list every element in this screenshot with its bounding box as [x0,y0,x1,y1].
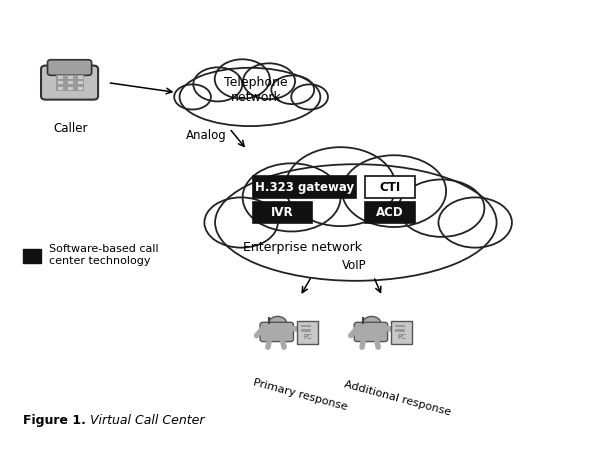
Ellipse shape [271,75,314,104]
Text: PC: PC [397,334,406,340]
FancyBboxPatch shape [365,176,415,198]
FancyBboxPatch shape [354,322,388,341]
Ellipse shape [174,84,211,109]
Ellipse shape [215,59,270,99]
FancyBboxPatch shape [58,76,63,79]
Text: Enterprise network: Enterprise network [244,241,362,254]
Text: Caller: Caller [53,122,88,135]
Ellipse shape [286,147,396,226]
FancyBboxPatch shape [297,321,318,345]
FancyBboxPatch shape [260,322,293,341]
Text: Analog: Analog [185,128,226,142]
FancyBboxPatch shape [391,321,412,345]
FancyBboxPatch shape [68,81,73,84]
Text: Software-based call
center technology: Software-based call center technology [49,244,159,266]
Text: CTI: CTI [379,181,400,193]
Text: IVR: IVR [271,206,293,219]
FancyBboxPatch shape [77,81,83,84]
FancyBboxPatch shape [395,330,405,332]
Text: Additional response: Additional response [343,380,451,418]
FancyBboxPatch shape [395,325,405,327]
FancyBboxPatch shape [301,330,311,332]
Text: Primary response: Primary response [252,377,348,412]
FancyBboxPatch shape [56,75,84,91]
FancyBboxPatch shape [365,202,415,223]
Ellipse shape [179,68,320,126]
FancyBboxPatch shape [48,60,91,75]
FancyBboxPatch shape [23,249,41,263]
Text: H.323 gateway: H.323 gateway [255,181,354,193]
FancyBboxPatch shape [68,87,73,90]
FancyBboxPatch shape [253,176,356,198]
FancyBboxPatch shape [58,87,63,90]
Ellipse shape [242,163,340,232]
Ellipse shape [438,197,512,247]
Text: ACD: ACD [376,206,403,219]
Ellipse shape [243,63,295,99]
Ellipse shape [399,179,484,237]
FancyBboxPatch shape [253,202,312,223]
Ellipse shape [215,164,497,281]
Ellipse shape [204,197,278,247]
Text: VoIP: VoIP [342,259,367,271]
FancyBboxPatch shape [77,76,83,79]
FancyBboxPatch shape [68,76,73,79]
Ellipse shape [193,67,242,101]
Circle shape [268,316,287,330]
FancyBboxPatch shape [58,81,63,84]
Circle shape [363,316,381,330]
Text: PC: PC [303,334,312,340]
Ellipse shape [342,155,446,227]
FancyBboxPatch shape [301,325,311,327]
FancyBboxPatch shape [41,65,98,99]
FancyBboxPatch shape [77,87,83,90]
Text: Telephone
network: Telephone network [224,76,287,104]
Text: Virtual Call Center: Virtual Call Center [90,414,204,427]
Ellipse shape [291,84,328,109]
Text: Figure 1.: Figure 1. [23,414,91,427]
